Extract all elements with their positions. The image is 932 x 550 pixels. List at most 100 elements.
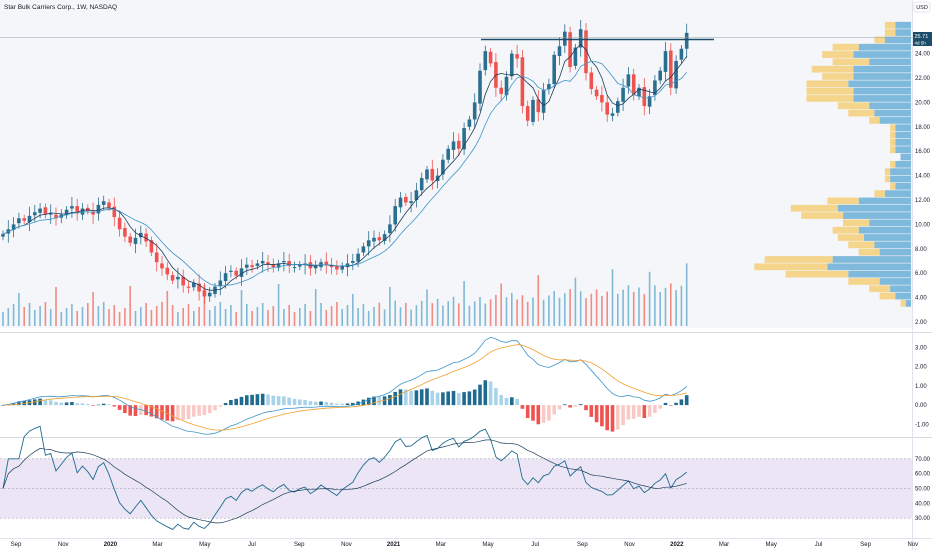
candle-body[interactable] [446, 148, 450, 160]
candle-body[interactable] [123, 228, 127, 237]
time-axis[interactable]: Sep Nov 2020 Mar May Jul Sep Nov 2021 Mar May Jul Se… [11, 542, 918, 548]
candle-body[interactable] [409, 201, 413, 204]
candle-body[interactable] [266, 262, 270, 265]
candle-body[interactable] [658, 70, 662, 81]
candle-body[interactable] [573, 47, 578, 66]
candle-body[interactable] [329, 265, 334, 268]
candle-body[interactable] [563, 31, 567, 46]
candle-body[interactable] [313, 265, 318, 269]
candle-body[interactable] [144, 233, 148, 242]
candle-body[interactable] [631, 74, 636, 96]
candle-body[interactable] [525, 106, 530, 121]
candle-body[interactable] [351, 261, 355, 263]
candle-body[interactable] [488, 51, 493, 64]
candle-body[interactable] [504, 76, 509, 96]
candle-body[interactable] [223, 273, 228, 282]
candle-body[interactable] [578, 29, 583, 48]
candle-body[interactable] [441, 159, 445, 175]
candle-body[interactable] [584, 30, 588, 74]
candle-body[interactable] [192, 282, 196, 288]
candle-body[interactable] [510, 53, 514, 77]
candle-body[interactable] [170, 275, 175, 281]
candle-body[interactable] [154, 252, 159, 263]
macd-axis[interactable]: 3.00 2.00 1.00 0.00 -1.00 [915, 346, 929, 429]
candle-body[interactable] [552, 54, 556, 85]
candle-body[interactable] [356, 253, 360, 262]
candle-body[interactable] [218, 280, 223, 287]
candle-body[interactable] [75, 206, 79, 214]
candle-body[interactable] [621, 87, 625, 102]
candle-body[interactable] [462, 128, 466, 150]
candle-body[interactable] [91, 211, 95, 215]
candle-body[interactable] [282, 261, 286, 263]
candle-body[interactable] [48, 213, 53, 215]
candle-body[interactable] [276, 263, 281, 268]
rsi-axis[interactable]: 70.00 60.00 50.00 40.00 30.00 [915, 457, 931, 522]
candle-body[interactable] [414, 190, 419, 200]
rsi-pane[interactable] [0, 425, 912, 530]
candle-body[interactable] [229, 270, 233, 272]
candle-body[interactable] [382, 234, 387, 241]
candle-body[interactable] [393, 206, 397, 225]
candle-body[interactable] [600, 95, 604, 103]
candle-body[interactable] [54, 214, 58, 219]
candle-body[interactable] [117, 217, 122, 230]
candle-body[interactable] [160, 263, 164, 269]
candle-body[interactable] [557, 46, 562, 57]
main-pane[interactable] [0, 0, 912, 328]
candle-body[interactable] [647, 96, 652, 107]
candle-body[interactable] [366, 240, 371, 247]
candle-body[interactable] [255, 263, 260, 266]
currency-button[interactable] [913, 1, 931, 13]
candle-body[interactable] [335, 265, 339, 270]
candle-body[interactable] [531, 99, 535, 122]
candle-body[interactable] [669, 50, 673, 88]
candle-body[interactable] [239, 268, 244, 277]
candle-body[interactable] [33, 212, 37, 216]
candle-body[interactable] [388, 224, 392, 233]
candle-body[interactable] [17, 218, 21, 224]
candle-body[interactable] [101, 201, 106, 205]
candle-body[interactable] [27, 215, 32, 222]
candle-body[interactable] [287, 261, 291, 266]
candle-body[interactable] [1, 234, 5, 237]
candle-body[interactable] [234, 270, 238, 276]
candle-body[interactable] [271, 264, 276, 268]
candle-body[interactable] [610, 113, 615, 116]
candle-body[interactable] [425, 169, 429, 180]
candle-body[interactable] [594, 89, 599, 97]
candle-body[interactable] [70, 206, 74, 209]
candle-body[interactable] [361, 246, 366, 253]
candle-body[interactable] [478, 70, 482, 104]
candle-body[interactable] [547, 84, 551, 89]
candle-body[interactable] [22, 218, 26, 221]
candle-body[interactable] [404, 196, 408, 203]
macd-pane[interactable] [1, 336, 689, 435]
candle-body[interactable] [536, 99, 541, 113]
candle-body[interactable] [377, 237, 382, 241]
candle-body[interactable] [605, 102, 609, 115]
candle-body[interactable] [616, 101, 620, 113]
candle-body[interactable] [372, 237, 376, 242]
candle-body[interactable] [520, 57, 525, 107]
candle-body[interactable] [165, 267, 170, 275]
candle-body[interactable] [260, 261, 265, 264]
price-axis[interactable]: 24.00 22.00 20.00 18.00 16.00 14.00 12.00 10.00… [915, 52, 931, 326]
candle-body[interactable] [663, 51, 668, 72]
candle-body[interactable] [674, 60, 678, 89]
candle-body[interactable] [133, 237, 138, 244]
candle-body[interactable] [197, 283, 201, 292]
candle-body[interactable] [340, 265, 344, 270]
candle-body[interactable] [298, 264, 302, 267]
candle-body[interactable] [430, 168, 435, 181]
candle-body[interactable] [541, 90, 546, 113]
candle-body[interactable] [653, 80, 657, 96]
candle-body[interactable] [202, 290, 207, 297]
candle-body[interactable] [626, 74, 631, 87]
candle-body[interactable] [96, 204, 101, 214]
candle-body[interactable] [64, 209, 69, 216]
candle-body[interactable] [419, 178, 424, 191]
candle-body[interactable] [637, 87, 641, 97]
candle-body[interactable] [398, 197, 403, 208]
